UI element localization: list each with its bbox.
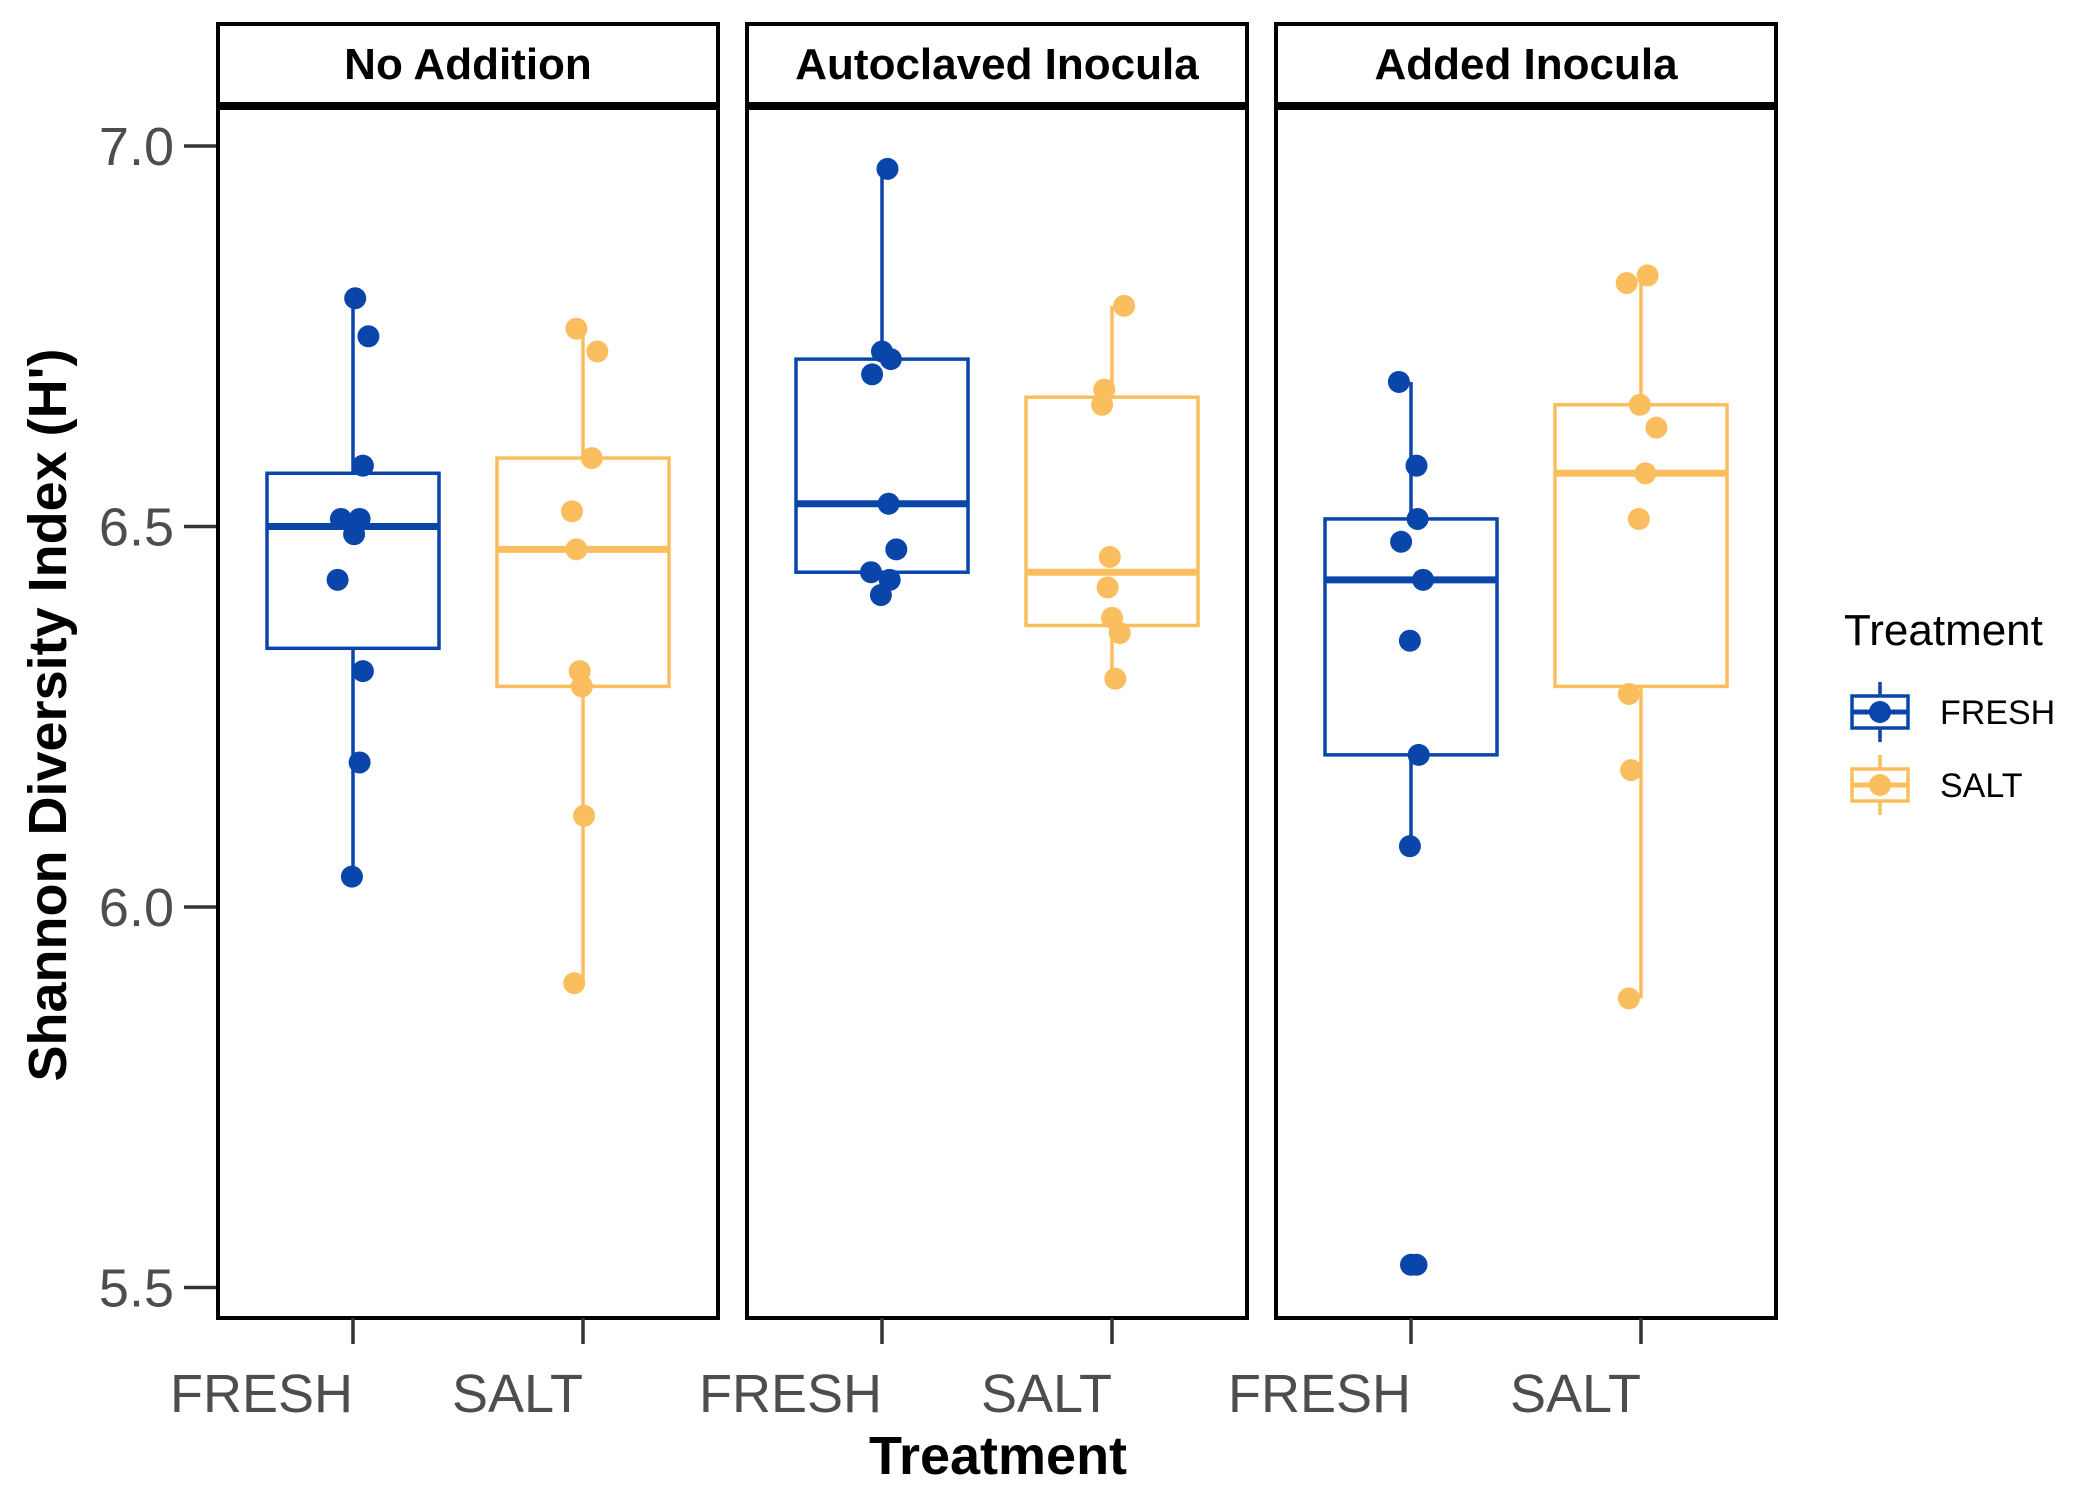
panel-border [216, 106, 720, 1320]
facet-panels: No Addition FRESH SALT Autoclaved Inocula FR… [170, 22, 1778, 1424]
facet-strip [1274, 22, 1778, 106]
x-axis-title: Treatment [869, 1426, 1127, 1486]
x-tick-label: SALT [981, 1364, 1112, 1424]
data-point [876, 157, 899, 180]
data-point [1645, 416, 1668, 439]
data-point [565, 538, 588, 561]
facet-panel: Autoclaved Inocula FRESH SALT [699, 22, 1249, 1424]
data-point [861, 363, 884, 386]
facet-strip [216, 22, 720, 106]
legend: Treatment FRESH SALT [1844, 606, 2055, 815]
box-group-salt [495, 317, 671, 995]
legend-label: SALT [1940, 767, 2023, 805]
legend-label: FRESH [1940, 694, 2055, 732]
x-tick-label: SALT [452, 1364, 583, 1424]
data-point [586, 340, 609, 363]
box-group-fresh [794, 157, 970, 607]
data-point [1098, 545, 1121, 568]
data-point [348, 751, 371, 774]
facet-panel: Added Inocula FRESH SALT [1228, 22, 1778, 1424]
box-group-fresh [265, 287, 441, 888]
data-point [1113, 294, 1136, 317]
data-point [1398, 629, 1421, 652]
facet-panel: No Addition FRESH SALT [170, 22, 720, 1424]
data-point [1407, 743, 1430, 766]
data-point [565, 317, 588, 340]
data-point [860, 561, 882, 584]
box [265, 471, 441, 651]
facet-strip-label: No Addition [344, 40, 592, 89]
data-point [343, 523, 366, 546]
data-point [1620, 759, 1643, 782]
x-tick-label: SALT [1510, 1364, 1641, 1424]
data-point [351, 454, 374, 477]
data-point [344, 287, 367, 310]
panel-border [1274, 106, 1778, 1320]
data-point [1634, 462, 1657, 485]
data-point [1387, 370, 1410, 393]
legend-key-fresh [1850, 682, 1910, 742]
facet-strip-label: Added Inocula [1374, 40, 1678, 89]
data-point [1627, 507, 1650, 530]
x-tick-label: FRESH [699, 1364, 882, 1424]
facet-strip [745, 22, 1249, 106]
data-point [1390, 530, 1413, 553]
data-point [885, 538, 908, 561]
data-point [329, 507, 352, 530]
data-point [1104, 667, 1127, 690]
data-point [580, 447, 603, 470]
data-point [561, 500, 583, 523]
y-tick-label: 6.0 [99, 878, 174, 938]
data-point [351, 660, 374, 683]
data-point [340, 865, 363, 888]
data-point [879, 348, 902, 371]
facet-strip-label: Autoclaved Inocula [795, 40, 1199, 89]
data-point [1412, 568, 1435, 591]
data-point [1628, 393, 1651, 416]
y-tick-label: 5.5 [99, 1259, 174, 1319]
data-point [563, 972, 586, 995]
legend-point [1869, 774, 1891, 796]
data-point [570, 675, 593, 698]
data-point [1405, 454, 1428, 477]
data-point [1617, 987, 1640, 1010]
x-tick-label: FRESH [170, 1364, 353, 1424]
y-tick-label: 6.5 [99, 498, 174, 558]
y-tick-label: 7.0 [99, 117, 174, 177]
data-point [869, 584, 892, 607]
data-point [1636, 264, 1659, 287]
data-point [1091, 393, 1114, 416]
data-point [1108, 622, 1131, 645]
box-group-salt [1024, 294, 1200, 690]
box-group-fresh [1323, 370, 1499, 1276]
data-point [1615, 272, 1638, 295]
panel-border [745, 106, 1249, 1320]
data-point [877, 492, 900, 515]
y-axis: 5.5 6.0 6.5 7.0 [99, 117, 216, 1319]
legend-title: Treatment [1844, 606, 2043, 655]
data-point [1405, 1253, 1428, 1276]
data-point [1617, 682, 1640, 705]
x-tick-label: FRESH [1228, 1364, 1411, 1424]
y-axis-title: Shannon Diversity Index (H') [18, 349, 78, 1082]
data-point [326, 568, 349, 591]
data-point [357, 325, 380, 348]
legend-point [1869, 701, 1891, 723]
data-point [1398, 835, 1421, 858]
data-point [1406, 507, 1429, 530]
data-point [1096, 576, 1119, 599]
legend-key-salt [1850, 755, 1910, 815]
box-group-salt [1553, 264, 1729, 1010]
data-point [573, 804, 596, 827]
